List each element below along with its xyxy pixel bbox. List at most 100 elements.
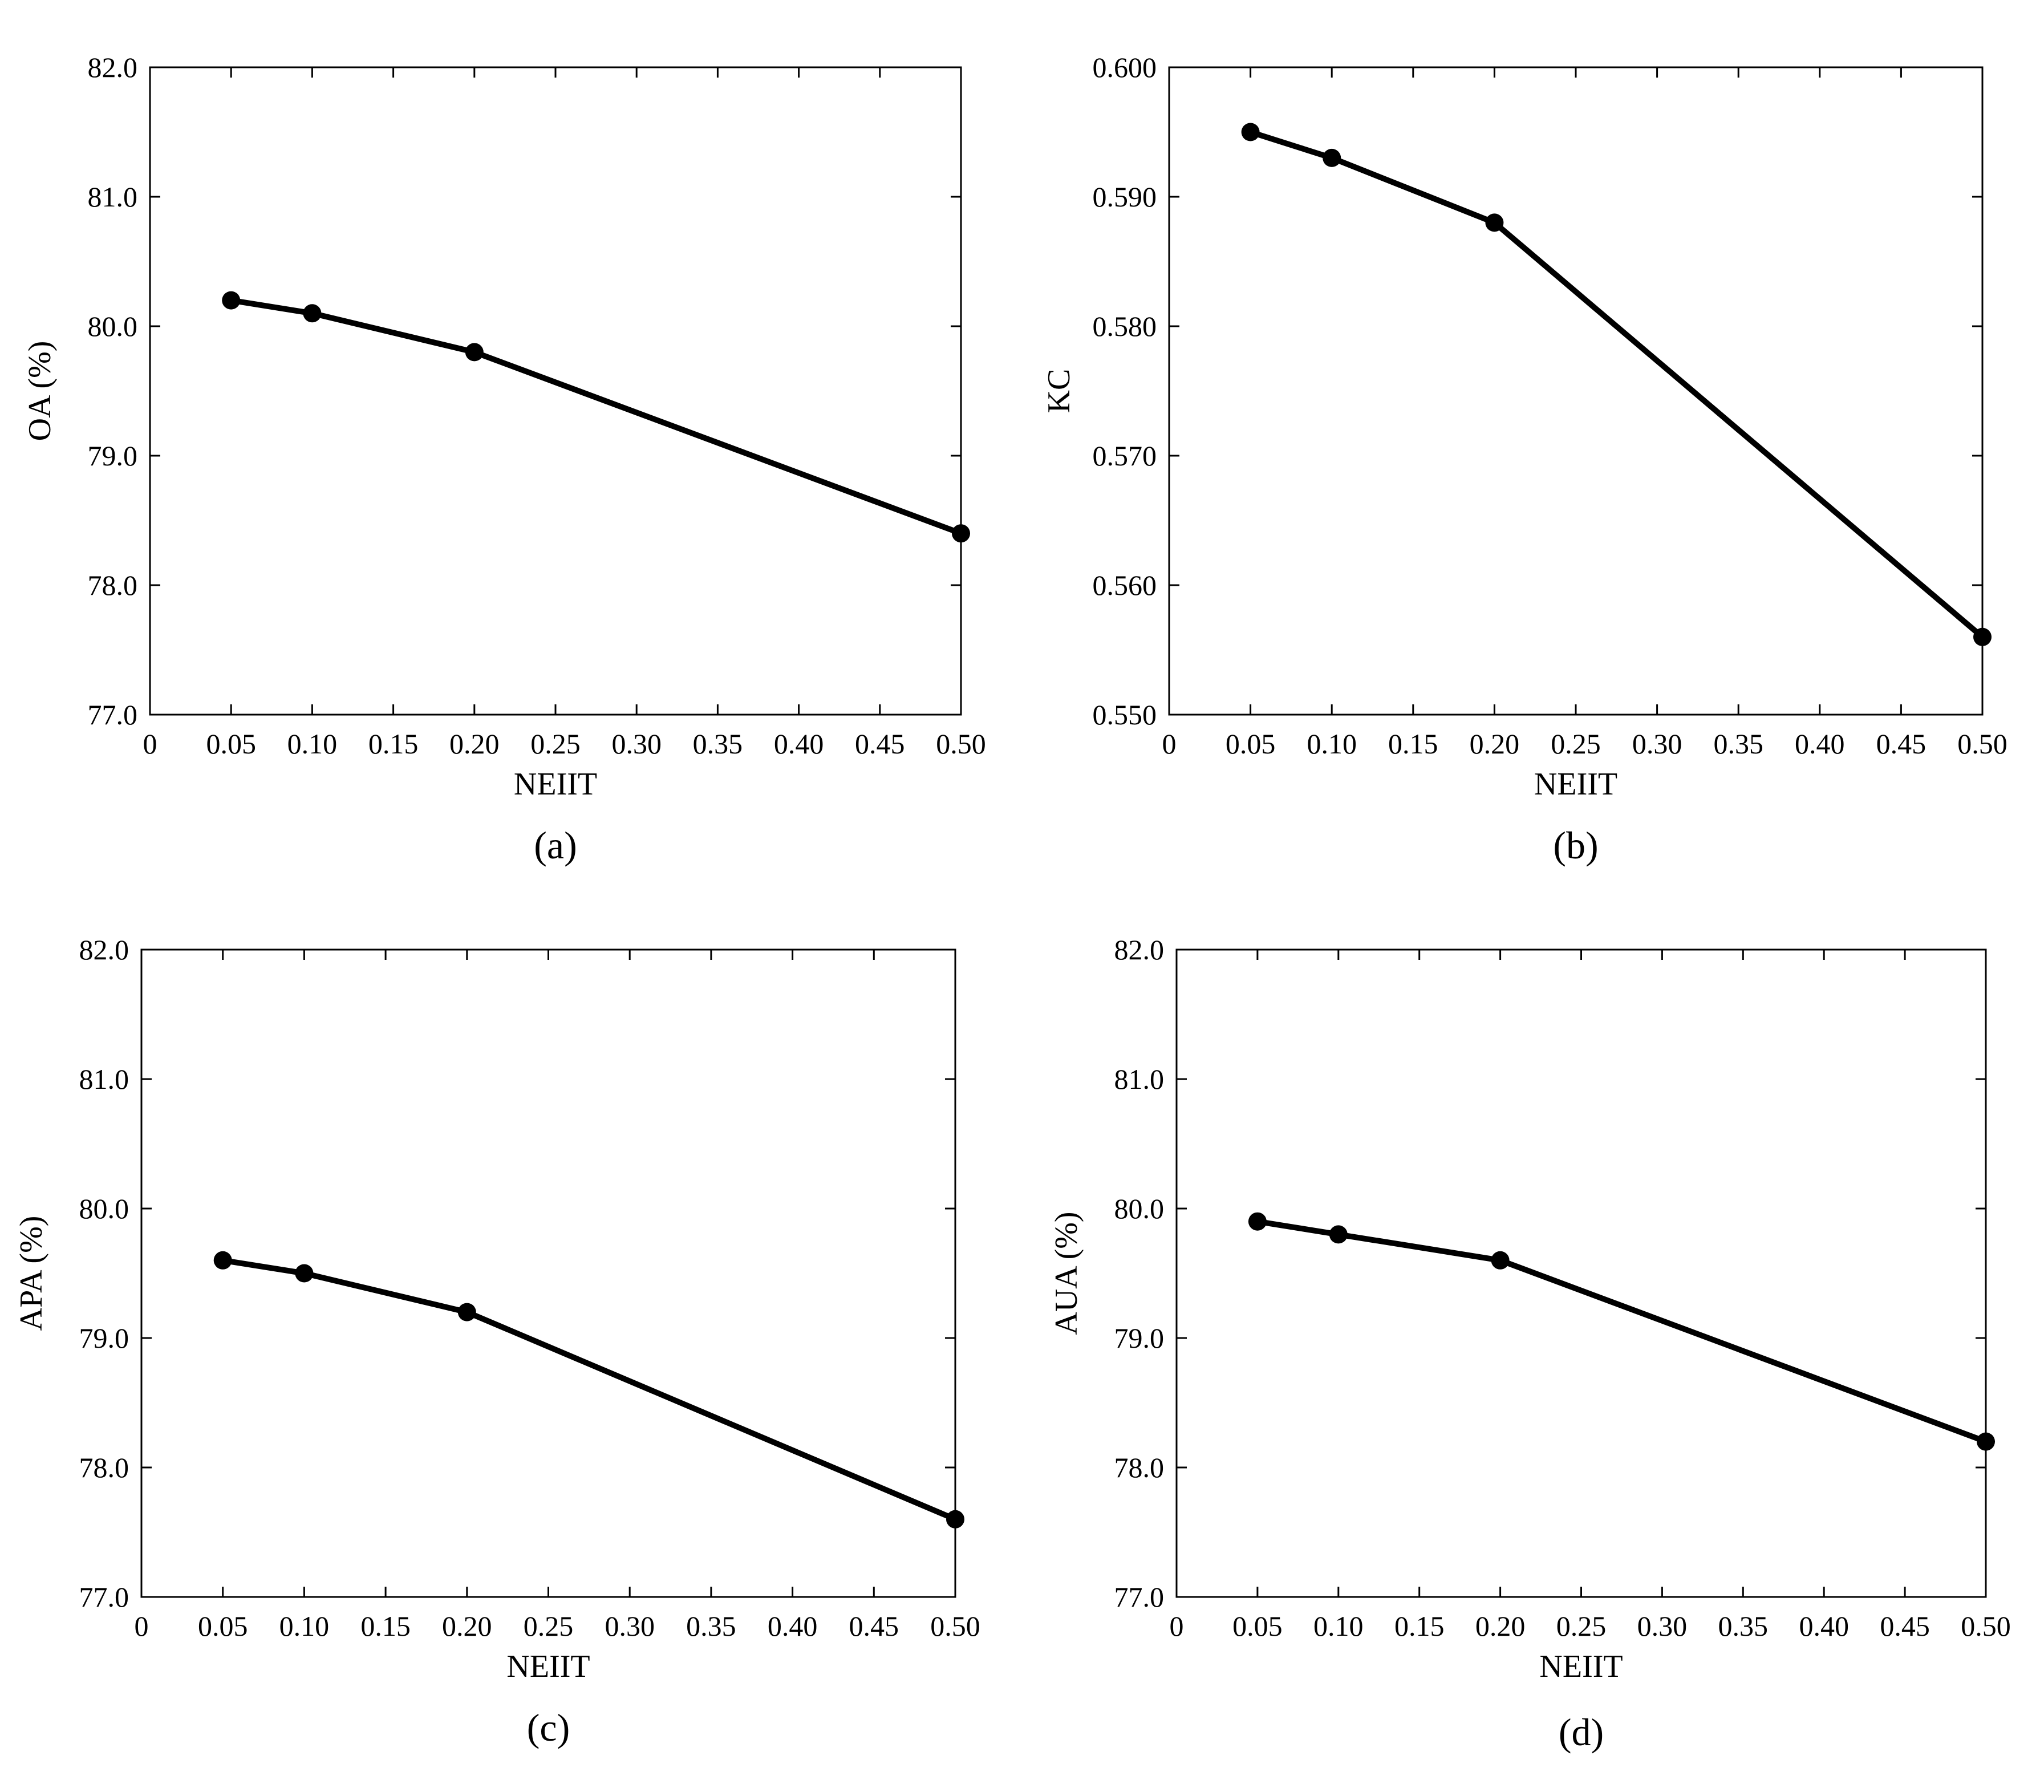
x-tick-label: 0.25 — [1551, 728, 1601, 760]
y-tick-label: 77.0 — [88, 699, 138, 731]
data-point — [1973, 627, 1992, 646]
x-tick-label: 0.50 — [936, 728, 986, 760]
data-point — [222, 291, 241, 310]
y-axis-label: AUA (%) — [1049, 1211, 1084, 1335]
x-tick-label: 0.15 — [1388, 728, 1438, 760]
axes-frame — [1168, 66, 1984, 716]
y-tick-label: 80.0 — [1114, 1193, 1165, 1225]
panel-a: 0 0.05 0.10 0.15 0.20 0.25 0.30 0.35 0.40 0.45 0.5… — [22, 51, 986, 867]
x-tick-label: 0.05 — [1232, 1610, 1283, 1642]
y-tick-label: 79.0 — [1114, 1322, 1165, 1354]
x-tick-label: 0.05 — [198, 1610, 248, 1642]
x-tick-label: 0.50 — [1961, 1610, 2011, 1642]
panel-label: (b) — [1553, 824, 1598, 867]
x-tick-label: 0.30 — [611, 728, 662, 760]
y-tick-label: 82.0 — [88, 51, 138, 83]
panel-b: 0 0.05 0.10 0.15 0.20 0.25 0.30 0.35 0.40 0.45 0.5… — [1041, 51, 2008, 867]
x-tick-label: 0.30 — [605, 1610, 655, 1642]
x-tick-label: 0.45 — [849, 1610, 899, 1642]
panel-d: 0 0.05 0.10 0.15 0.20 0.25 0.30 0.35 0.40 0.45 0.5… — [1049, 934, 2011, 1754]
data-point — [1329, 1225, 1348, 1244]
y-tick-label: 0.580 — [1093, 310, 1157, 342]
axes-frame — [149, 66, 962, 716]
y-tick-label: 0.550 — [1093, 699, 1157, 731]
data-point — [457, 1303, 476, 1321]
x-tick-label: 0 — [143, 728, 157, 760]
x-tick-label: 0.50 — [1957, 728, 2008, 760]
y-tick-label: 0.590 — [1093, 181, 1157, 213]
x-tick-label: 0.30 — [1637, 1610, 1688, 1642]
x-tick-label: 0.15 — [368, 728, 419, 760]
data-point — [295, 1264, 314, 1283]
x-axis-label: NEIIT — [1539, 1649, 1623, 1684]
y-tick-label: 78.0 — [88, 569, 138, 601]
y-tick-label: 79.0 — [88, 440, 138, 472]
x-tick-label: 0.05 — [206, 728, 256, 760]
y-tick-label: 81.0 — [1114, 1063, 1165, 1095]
data-point — [1977, 1432, 1995, 1451]
y-axis-label: KC — [1041, 369, 1077, 413]
y-tick-label: 78.0 — [1114, 1452, 1165, 1483]
x-tick-label: 0 — [135, 1610, 149, 1642]
y-tick-label: 79.0 — [79, 1322, 129, 1354]
y-tick-label: 0.560 — [1093, 569, 1157, 601]
y-tick-label: 0.570 — [1093, 440, 1157, 472]
x-tick-label: 0.35 — [1713, 728, 1763, 760]
data-point — [1485, 213, 1504, 232]
x-tick-label: 0.25 — [524, 1610, 574, 1642]
x-tick-label: 0.25 — [530, 728, 581, 760]
series-line — [222, 1257, 956, 1522]
x-tick-label: 0.45 — [1880, 1610, 1930, 1642]
y-tick-label: 78.0 — [79, 1452, 129, 1483]
y-tick-label: 77.0 — [1114, 1581, 1165, 1613]
x-axis-label: NEIIT — [506, 1649, 590, 1684]
data-point — [213, 1251, 232, 1270]
axes-frame — [140, 948, 956, 1598]
y-axis-label: APA (%) — [14, 1216, 49, 1331]
panel-label: (a) — [534, 824, 577, 867]
x-tick-label: 0.35 — [686, 1610, 736, 1642]
x-tick-label: 0.45 — [855, 728, 905, 760]
data-point — [1241, 123, 1260, 141]
y-tick-label: 82.0 — [1114, 934, 1165, 966]
x-tick-label: 0.35 — [693, 728, 743, 760]
y-axis-label: OA (%) — [22, 341, 58, 441]
x-tick-label: 0.25 — [1556, 1610, 1607, 1642]
panel-label: (d) — [1559, 1710, 1604, 1754]
x-axis-label: NEIIT — [1534, 767, 1617, 802]
panel-label: (c) — [527, 1706, 570, 1749]
x-tick-label: 0.40 — [1799, 1610, 1849, 1642]
panel-c: 0 0.05 0.10 0.15 0.20 0.25 0.30 0.35 0.40 0.45 0.5… — [14, 934, 980, 1749]
x-tick-label: 0.20 — [449, 728, 500, 760]
y-tick-label: 80.0 — [79, 1193, 129, 1225]
data-point — [1248, 1212, 1267, 1231]
x-tick-label: 0.10 — [1307, 728, 1357, 760]
x-tick-label: 0.10 — [1313, 1610, 1364, 1642]
data-point — [465, 343, 484, 362]
data-point — [1323, 148, 1341, 167]
x-tick-label: 0.15 — [360, 1610, 411, 1642]
series-line — [230, 297, 962, 536]
x-tick-label: 0.30 — [1632, 728, 1682, 760]
series-line — [1257, 1218, 1987, 1445]
data-point — [303, 304, 322, 323]
axes-frame — [1175, 948, 1987, 1598]
y-tick-label: 80.0 — [88, 310, 138, 342]
x-tick-label: 0.10 — [287, 728, 338, 760]
data-point — [952, 524, 970, 543]
x-tick-label: 0.20 — [1475, 1610, 1526, 1642]
y-tick-label: 0.600 — [1093, 51, 1157, 83]
x-tick-label: 0.20 — [1470, 728, 1520, 760]
x-tick-label: 0.10 — [279, 1610, 330, 1642]
y-tick-label: 77.0 — [79, 1581, 129, 1613]
x-tick-label: 0.40 — [774, 728, 824, 760]
x-tick-label: 0.35 — [1718, 1610, 1769, 1642]
x-tick-label: 0.05 — [1226, 728, 1276, 760]
x-tick-label: 0.20 — [442, 1610, 492, 1642]
series-line — [1250, 129, 1985, 639]
x-tick-label: 0 — [1162, 728, 1177, 760]
x-tick-label: 0.40 — [768, 1610, 818, 1642]
data-point — [946, 1510, 964, 1529]
x-tick-label: 0.50 — [930, 1610, 980, 1642]
